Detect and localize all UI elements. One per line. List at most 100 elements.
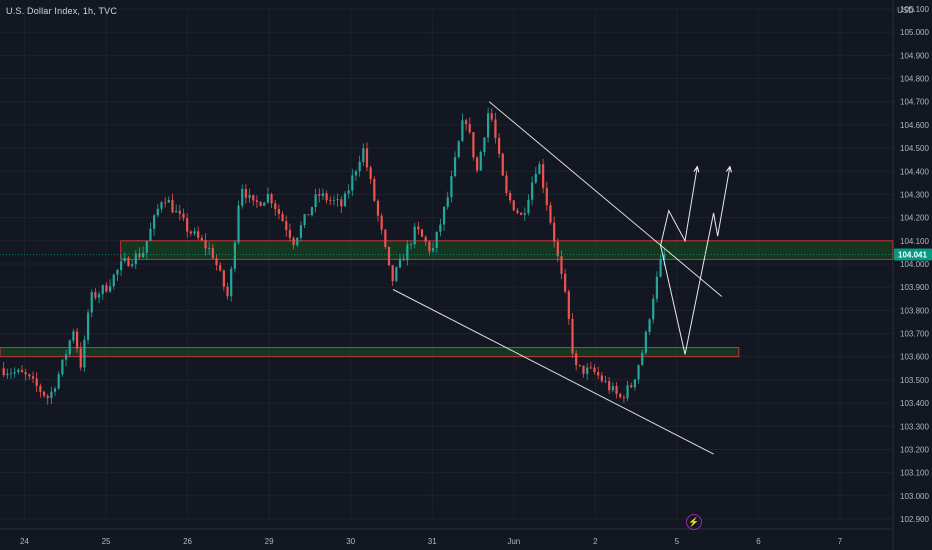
candle-body xyxy=(24,372,27,375)
candle-body xyxy=(244,189,247,198)
currency-label: USD xyxy=(897,6,914,15)
candle-body xyxy=(336,199,339,201)
candle-body xyxy=(329,200,332,202)
candle-body xyxy=(299,225,303,238)
candle-body xyxy=(120,261,123,270)
y-tick-label: 104.800 xyxy=(900,75,929,84)
candle-body xyxy=(391,265,394,282)
candle-body xyxy=(384,229,387,247)
x-tick-label: 2 xyxy=(593,537,598,546)
candle-body xyxy=(252,195,255,201)
candle-body xyxy=(494,119,497,139)
candle-body xyxy=(270,194,273,204)
candle-body xyxy=(226,286,229,297)
candle-body xyxy=(490,113,493,120)
candle-body xyxy=(263,202,266,206)
candle-body xyxy=(149,228,152,241)
candle-body xyxy=(164,202,167,204)
candle-body xyxy=(549,205,552,223)
candle-body xyxy=(428,241,431,252)
candle-body xyxy=(307,214,310,216)
candle-body xyxy=(343,193,347,207)
y-tick-label: 104.700 xyxy=(900,98,929,107)
x-tick-label: 29 xyxy=(265,537,274,546)
candle-body xyxy=(97,294,101,298)
candle-body xyxy=(277,209,281,214)
candle-body xyxy=(310,207,314,216)
candle-body xyxy=(431,248,435,252)
candle-body xyxy=(288,230,292,238)
lightning-icon[interactable]: ⚡ xyxy=(686,514,702,530)
candle-body xyxy=(516,210,519,213)
candle-body xyxy=(83,339,86,368)
candle-body xyxy=(586,367,589,374)
candle-body xyxy=(534,174,537,183)
y-tick-label: 103.800 xyxy=(900,306,929,315)
y-tick-label: 103.300 xyxy=(900,422,929,431)
candle-body xyxy=(626,385,629,399)
candle-body xyxy=(189,231,192,234)
candle-body xyxy=(442,206,446,225)
candle-body xyxy=(457,141,460,158)
candle-body xyxy=(398,258,402,268)
candle-body xyxy=(116,269,119,275)
candle-body xyxy=(123,257,126,262)
candle-body xyxy=(380,215,383,230)
candle-body xyxy=(564,273,567,292)
x-tick-label: Jun xyxy=(507,537,520,546)
candle-body xyxy=(512,200,515,211)
candle-body xyxy=(531,182,534,200)
y-tick-label: 103.200 xyxy=(900,445,929,454)
candle-body xyxy=(600,375,603,382)
candle-body xyxy=(652,298,655,320)
projection-arrowhead xyxy=(693,165,700,173)
candle-body xyxy=(630,385,633,388)
candle-body xyxy=(505,175,508,193)
y-tick-label: 105.100 xyxy=(900,5,929,14)
candle-body xyxy=(131,264,134,267)
candle-body xyxy=(134,253,137,265)
candle-body xyxy=(28,374,31,377)
candle-body xyxy=(589,367,592,369)
candle-body xyxy=(266,194,270,203)
candle-body xyxy=(178,210,181,214)
candle-body xyxy=(545,187,548,206)
x-tick-label: 7 xyxy=(838,537,843,546)
y-tick-label: 103.400 xyxy=(900,399,929,408)
candle-body xyxy=(204,240,207,249)
candle-body xyxy=(101,285,104,295)
candle-body xyxy=(468,124,471,133)
candle-body xyxy=(9,373,13,375)
y-tick-label: 103.100 xyxy=(900,469,929,478)
candle-body xyxy=(461,120,464,142)
candle-body xyxy=(475,157,479,171)
candle-body xyxy=(259,201,262,206)
candle-body xyxy=(248,195,251,198)
candle-body xyxy=(659,259,662,277)
candle-body xyxy=(20,369,24,373)
candle-body xyxy=(340,199,343,207)
candle-body xyxy=(68,340,71,355)
candle-body xyxy=(648,319,651,332)
candle-body xyxy=(527,199,530,214)
x-tick-label: 5 xyxy=(675,537,680,546)
candle-body xyxy=(498,138,501,154)
candle-body xyxy=(61,359,64,375)
y-tick-label: 104.100 xyxy=(900,237,929,246)
candle-body xyxy=(237,205,240,243)
y-tick-label: 105.000 xyxy=(900,28,929,37)
candle-body xyxy=(75,331,79,349)
candle-body xyxy=(314,194,317,208)
candle-body xyxy=(619,393,622,398)
y-tick-label: 104.600 xyxy=(900,121,929,130)
candle-body xyxy=(395,267,398,282)
candle-body xyxy=(86,312,90,340)
candle-body xyxy=(446,197,449,207)
candle-body xyxy=(556,241,559,257)
candle-body xyxy=(167,200,170,203)
candle-body xyxy=(6,373,9,376)
y-tick-label: 104.500 xyxy=(900,144,929,153)
candle-body xyxy=(35,378,38,386)
projection-path xyxy=(660,166,698,246)
